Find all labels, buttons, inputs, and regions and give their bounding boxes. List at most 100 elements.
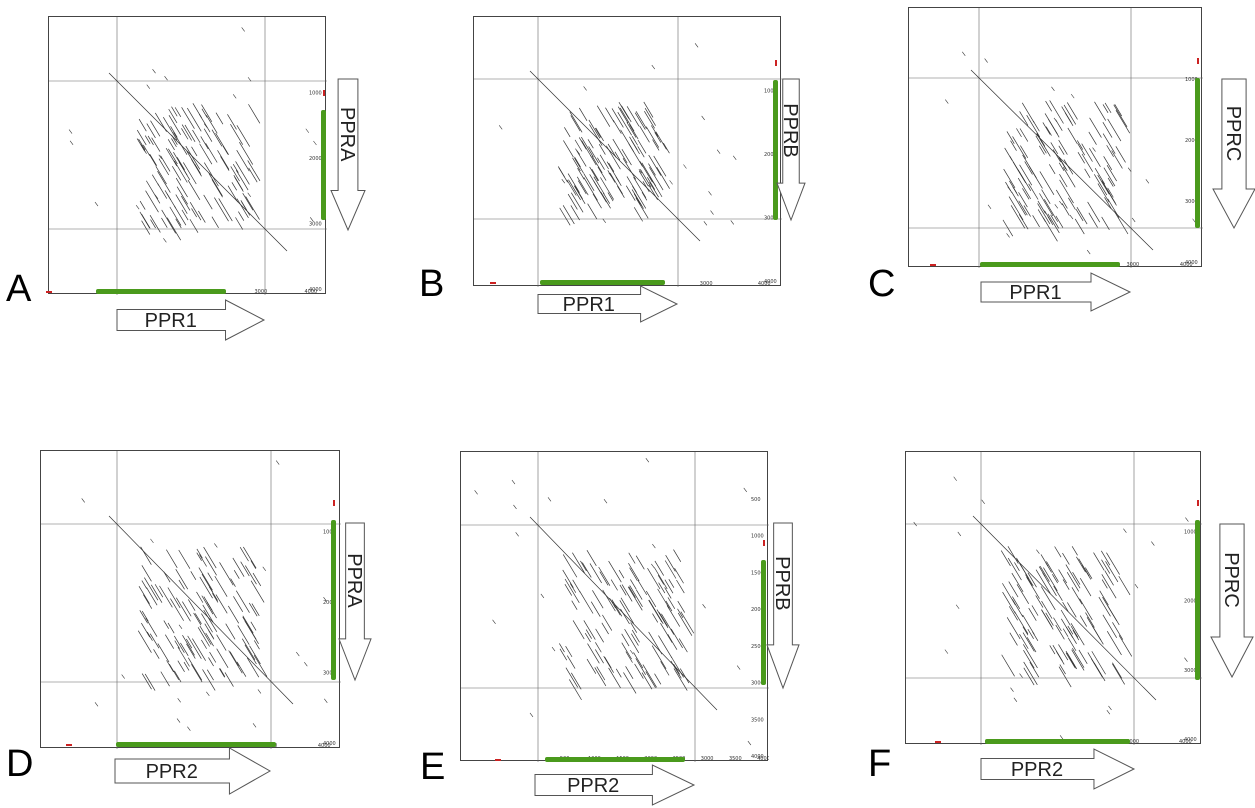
horizontal-arrow: PPR1 [980,272,1132,312]
repeat-segment [1016,128,1022,138]
repeat-segment [611,108,624,128]
repeat-segment [1060,609,1071,626]
repeat-segment [197,627,210,647]
vertical-arrow: PPRB [766,522,800,690]
repeat-segment [569,583,577,593]
repeat-segment [1039,171,1055,196]
scatter-hit [257,689,262,694]
repeat-segment [1097,174,1110,195]
repeat-segment [1041,189,1051,205]
repeat-segment [608,667,621,689]
x-tick-label: 2000 [644,756,657,762]
repeat-segment [1023,667,1035,686]
repeat-segment [237,625,250,645]
repeat-segment [563,140,574,158]
repeat-segment [231,182,238,191]
repeat-segment [198,113,211,133]
repeat-segment [136,138,146,152]
repeat-segment [138,138,146,151]
repeat-segment [183,162,197,185]
repeat-segment [1044,210,1052,223]
y-tick-label: 3000 [764,216,777,222]
repeat-segment [597,157,605,170]
repeat-segment [1024,161,1033,175]
scatter-hit [702,604,706,609]
repeat-segment [637,146,645,158]
vertical-arrow-label: PPRC [1220,552,1242,608]
repeat-segment [181,124,192,141]
repeat-segment [673,668,688,691]
repeat-segment [1093,552,1105,571]
repeat-segment [192,129,201,143]
repeat-segment [171,138,177,148]
repeat-segment [598,566,611,586]
repeat-segment [1062,628,1069,637]
repeat-segment [572,620,585,640]
scatter-hit [158,154,163,160]
repeat-segment [157,171,171,193]
repeat-segment [588,146,599,164]
repeat-segment [178,579,185,590]
scatter-hit [1007,186,1011,191]
horizontal-arrow-label: PPR1 [1009,282,1061,304]
repeat-segment [1052,644,1063,662]
repeat-segment [639,160,653,183]
scatter-hit [241,27,245,32]
repeat-segment [1071,649,1085,671]
scatter-hit [716,149,721,154]
repeat-segment [1023,205,1031,217]
repeat-segment [602,589,616,612]
repeat-segment [187,635,202,659]
repeat-segment [605,107,615,123]
repeat-segment [1049,164,1056,175]
repeat-segment [665,600,673,612]
scatter-hit [1036,549,1040,554]
repeat-segment [629,124,639,140]
repeat-segment [628,143,643,167]
main-diagonal [972,515,1157,701]
panel-letter: C [868,263,896,305]
scatter-hit [275,460,280,465]
scatter-hit [94,201,99,207]
repeat-segment [155,166,167,185]
repeat-segment [1049,645,1056,655]
x-tick-label: 1000 [1020,262,1033,268]
horizontal-arrow: PPR2 [980,748,1136,790]
repeat-segment [250,621,257,631]
repeat-segment [227,114,237,130]
repeat-segment [587,203,598,220]
vertical-arrow: PPRC [1210,523,1254,679]
repeat-segment [207,572,213,581]
repeat-segment [1114,211,1129,235]
scatter-hit [511,479,516,485]
repeat-segment [167,622,175,634]
repeat-segment [167,587,181,609]
repeat-segment [1011,572,1024,592]
repeat-segment [1058,644,1069,661]
repeat-segment [591,156,603,174]
repeat-segment [592,590,604,609]
repeat-segment [205,143,218,163]
repeat-segment [635,658,646,675]
repeat-segment [1065,652,1076,668]
repeat-segment [235,590,250,613]
repeat-segment [1019,111,1029,126]
repeat-segment [1037,203,1051,225]
repeat-segment [1041,600,1053,619]
repeat-segment [1115,109,1131,134]
scatter-hit [701,115,705,121]
scatter-hit [323,597,327,602]
repeat-segment [1106,631,1122,656]
repeat-segment [1061,203,1070,216]
repeat-segment [1059,174,1068,188]
repeat-segment [620,608,630,625]
scatter-hit [551,646,556,652]
scatter-hit [638,168,643,174]
scatter-hit [736,665,741,670]
repeat-segment [1112,662,1123,679]
scatter-hit [1108,705,1112,711]
repeat-segment [142,144,151,156]
repeat-segment [242,615,254,634]
repeat-segment [239,547,249,562]
horizontal-arrow-label: PPR2 [567,775,619,797]
